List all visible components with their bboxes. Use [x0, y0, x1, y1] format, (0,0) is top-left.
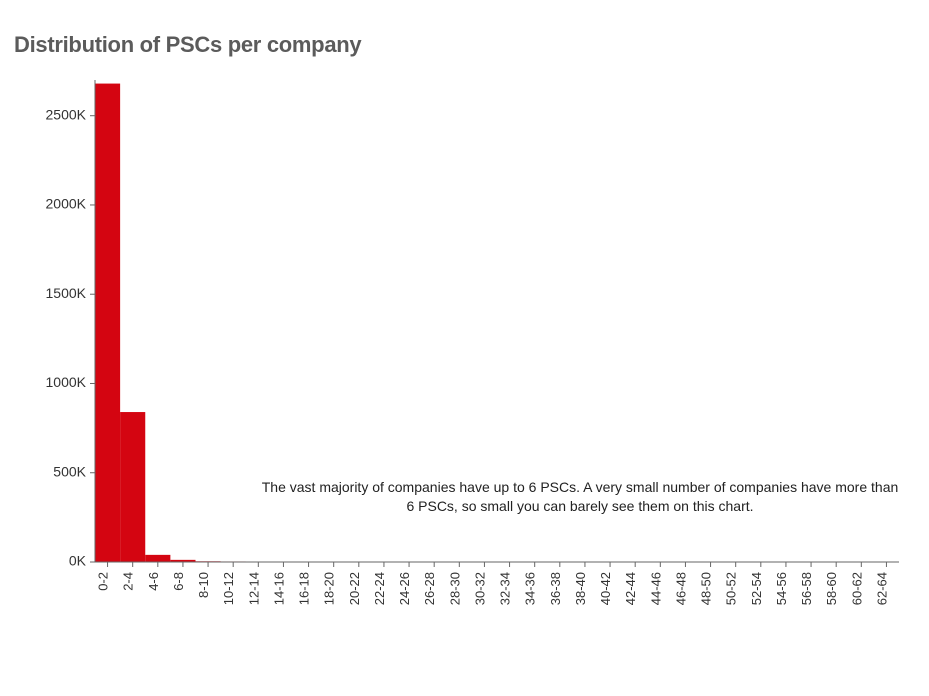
- x-tick-label: 6-8: [171, 572, 186, 591]
- y-axis: 0K 500K 1000K 1500K 2000K 2500K: [46, 106, 95, 568]
- x-tick-label: 16-18: [297, 572, 312, 605]
- x-tick-label: 10-12: [221, 572, 236, 605]
- x-tick-label: 60-62: [849, 572, 864, 605]
- x-tick-label: 56-58: [799, 572, 814, 605]
- y-tick-label: 500K: [53, 463, 86, 479]
- x-tick-label: 18-20: [322, 572, 337, 605]
- x-tick-label: 34-36: [523, 572, 538, 605]
- x-tick-label: 62-64: [874, 572, 889, 605]
- x-tick-label: 48-50: [699, 572, 714, 605]
- x-tick-label: 26-28: [422, 572, 437, 605]
- x-tick-label: 24-26: [397, 572, 412, 605]
- x-tick-label: 36-38: [548, 572, 563, 605]
- x-tick-label: 20-22: [347, 572, 362, 605]
- x-tick-label: 12-14: [246, 572, 261, 605]
- x-tick-label: 54-56: [774, 572, 789, 605]
- x-tick-label: 46-48: [673, 572, 688, 605]
- x-tick-label: 14-16: [271, 572, 286, 605]
- x-tick-label: 4-6: [146, 572, 161, 591]
- x-tick-label: 50-52: [724, 572, 739, 605]
- y-tick-label: 2500K: [46, 106, 87, 122]
- x-tick-label: 0-2: [96, 572, 111, 591]
- chart-annotation: The vast majority of companies have up t…: [260, 478, 900, 516]
- x-tick-label: 42-44: [623, 572, 638, 605]
- bar: [145, 555, 170, 562]
- x-tick-label: 32-34: [498, 572, 513, 605]
- x-tick-label: 44-46: [648, 572, 663, 605]
- bar: [95, 84, 120, 562]
- x-tick-label: 58-60: [824, 572, 839, 605]
- chart-title: Distribution of PSCs per company: [14, 32, 361, 58]
- x-tick-label: 52-54: [749, 572, 764, 605]
- y-tick-label: 1500K: [46, 285, 87, 301]
- x-tick-label: 38-40: [573, 572, 588, 605]
- x-tick-label: 28-30: [447, 572, 462, 605]
- x-tick-label: 40-42: [598, 572, 613, 605]
- x-tick-label: 2-4: [121, 572, 136, 591]
- x-tick-label: 8-10: [196, 572, 211, 598]
- y-tick-label: 2000K: [46, 196, 87, 212]
- bar: [120, 412, 145, 562]
- y-tick-label: 1000K: [46, 374, 87, 390]
- x-axis: 0-2 2-4 4-6 6-8 8-10 10-12 12-14 14-16 16-18 18-2…: [96, 562, 890, 605]
- chart-container: Distribution of PSCs per company Number …: [0, 0, 929, 696]
- x-tick-label: 22-24: [372, 572, 387, 605]
- y-tick-label: 0K: [69, 553, 87, 569]
- x-tick-label: 30-32: [472, 572, 487, 605]
